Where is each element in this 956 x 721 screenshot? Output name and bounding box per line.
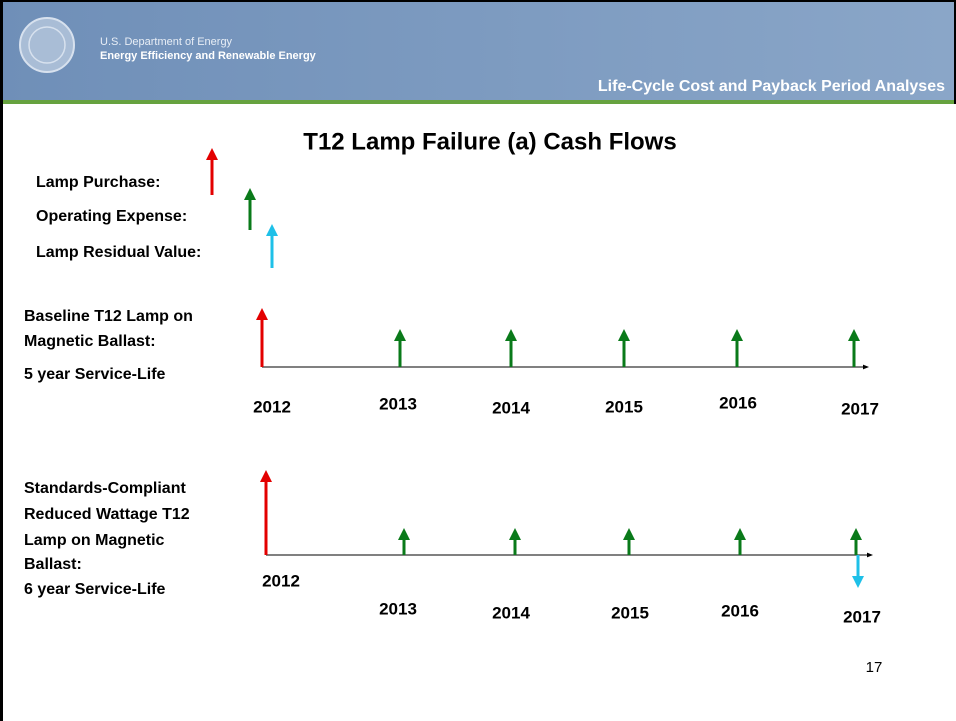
- service-life: 5 year Service-Life: [24, 366, 166, 383]
- timeline-label: Ballast:: [24, 556, 82, 573]
- header-band: [2, 2, 954, 100]
- logo-ring: [28, 26, 66, 64]
- year-label: 2016: [721, 601, 759, 620]
- logo: [19, 17, 75, 73]
- timeline-label: Magnetic Ballast:: [24, 333, 156, 350]
- year-label: 2012: [253, 397, 291, 416]
- year-label: 2014: [492, 398, 530, 417]
- service-life: 6 year Service-Life: [24, 581, 166, 598]
- year-label: 2013: [379, 394, 417, 413]
- office: Energy Efficiency and Renewable Energy: [100, 50, 317, 62]
- expense-arrows: [394, 329, 860, 367]
- expense-arrows: [398, 528, 862, 555]
- year-label: 2012: [262, 571, 300, 590]
- section-title: Life-Cycle Cost and Payback Period Analy…: [598, 78, 945, 95]
- year-label: 2014: [492, 603, 530, 622]
- timeline-label: Baseline T12 Lamp on: [24, 308, 193, 325]
- year-label: 2015: [605, 397, 643, 416]
- legend-label: Lamp Purchase:: [36, 174, 160, 191]
- year-label: 2017: [843, 607, 881, 626]
- header-rule: [2, 100, 954, 104]
- page-number: 17: [866, 659, 883, 676]
- timeline-label: Reduced Wattage T12: [24, 506, 190, 523]
- year-label: 2015: [611, 603, 649, 622]
- legend-label: Lamp Residual Value:: [36, 244, 201, 261]
- slide-title: T12 Lamp Failure (a) Cash Flows: [303, 128, 676, 155]
- legend-label: Operating Expense:: [36, 208, 187, 225]
- year-label: 2013: [379, 599, 417, 618]
- year-label: 2016: [719, 393, 757, 412]
- agency: U.S. Department of Energy: [100, 36, 233, 48]
- timeline-label: Lamp on Magnetic: [24, 532, 165, 549]
- timeline-label: Standards-Compliant: [24, 480, 186, 497]
- year-label: 2017: [841, 399, 879, 418]
